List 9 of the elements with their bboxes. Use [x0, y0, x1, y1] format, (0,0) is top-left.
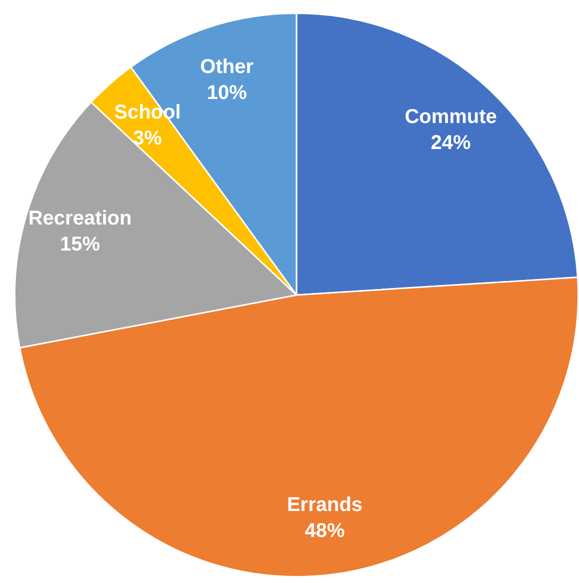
slice-label: Errands [286, 494, 363, 516]
data-label: 24% [430, 132, 472, 154]
slice-label: Commute [404, 106, 497, 128]
slice-label: Recreation [28, 208, 132, 230]
slice-label: Other [200, 56, 254, 78]
data-label: 48% [304, 520, 345, 542]
data-label: 3% [132, 127, 162, 150]
data-label: 15% [60, 234, 100, 256]
data-label: 10% [206, 82, 248, 104]
